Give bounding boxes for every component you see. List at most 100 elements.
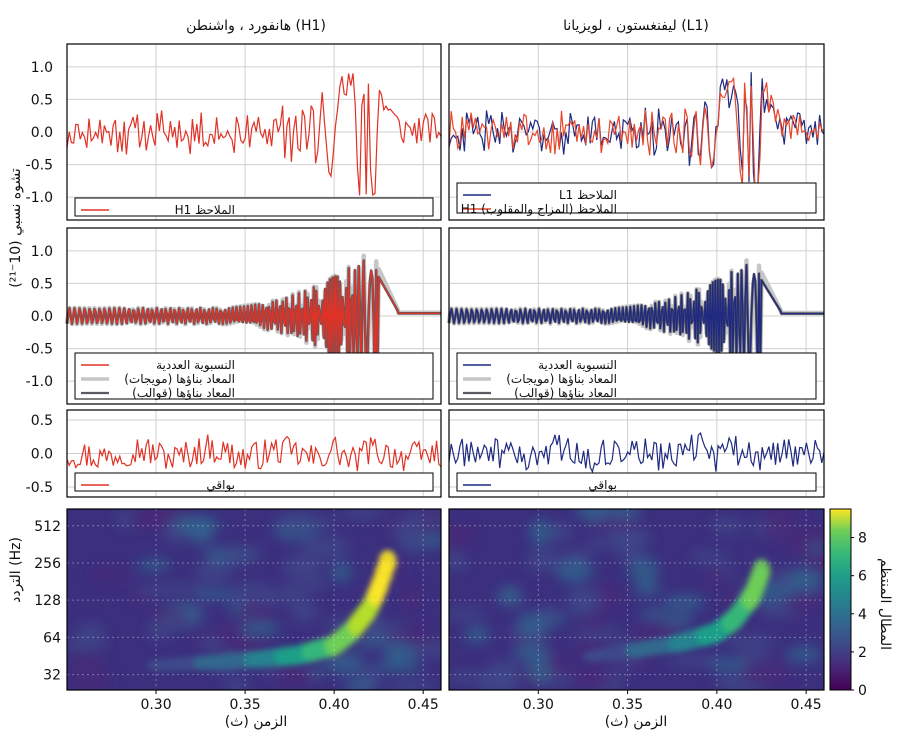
noise-blob [572, 628, 625, 639]
x-tick-label: 0.40 [319, 697, 350, 713]
y-tick-label: 0.0 [31, 447, 53, 463]
legend-label: L1 الملاحظ [559, 188, 617, 202]
x-tick-label: 0.30 [523, 697, 554, 713]
colorbar-tick-label: 6 [858, 569, 867, 585]
noise-blob [171, 515, 220, 535]
noise-blob [555, 558, 593, 584]
frequency-tick-label: 32 [43, 668, 61, 684]
noise-blob [88, 568, 134, 583]
colorbar [829, 508, 852, 691]
y-tick-label: 0.5 [31, 92, 53, 108]
panel-frame-h1-recon [66, 227, 442, 405]
noise-blob [707, 657, 748, 672]
frequency-tick-label: 128 [34, 593, 61, 609]
time-axis-label-l1: الزمن (ث) [605, 714, 668, 730]
noise-blob [576, 509, 608, 521]
noise-blob [195, 561, 232, 583]
legend-l1: بواقي [456, 472, 817, 493]
noise-blob [136, 584, 182, 597]
noise-blob [765, 509, 787, 523]
legend-box [74, 472, 434, 492]
noise-blob [785, 646, 823, 663]
track-blob [752, 559, 771, 584]
panel-frame-h1-resid [66, 409, 442, 498]
x-tick-label: 0.35 [230, 697, 261, 713]
noise-blob [529, 518, 552, 546]
noise-blob [449, 525, 475, 549]
noise-blob [67, 637, 108, 651]
noise-layer [449, 509, 824, 690]
legend-label: المعاد بناؤها (قوالب) [514, 386, 617, 401]
noise-blob [667, 654, 720, 666]
noise-blob [276, 511, 321, 534]
y-tick-label: -0.5 [26, 480, 53, 496]
strain-axis-label: تشوه نسبي (10⁻²¹) [8, 168, 24, 288]
noise-blob [279, 583, 307, 605]
noise-blob [710, 517, 744, 534]
noise-blob [67, 671, 115, 690]
colorbar-tick-label: 8 [858, 531, 867, 547]
noise-blob [688, 550, 730, 564]
noise-blob [391, 519, 418, 540]
y-tick-label: 0.0 [31, 125, 53, 141]
noise-blob [590, 519, 642, 531]
spectrogram-l1 [449, 509, 824, 690]
noise-blob [513, 643, 550, 662]
noise-blob [291, 600, 319, 623]
y-tick-label: 0.5 [31, 413, 53, 429]
x-tick-label: 0.40 [701, 697, 732, 713]
noise-blob [137, 559, 171, 572]
noise-blob [75, 623, 105, 641]
panel-frame-h1-spec [66, 508, 442, 691]
series-line-residual_l1 [448, 432, 825, 474]
colorbar-tick-label: 2 [858, 645, 867, 661]
panel-frame-l1-observed [448, 43, 825, 221]
legend-box [456, 472, 817, 492]
noise-blob [302, 535, 351, 558]
y-tick-label: 0.5 [31, 276, 53, 292]
chirp-track [147, 550, 397, 672]
noise-blob [449, 607, 489, 620]
noise-blob [582, 673, 611, 688]
noise-blob [239, 599, 273, 626]
frequency-tick-label: 256 [34, 556, 61, 572]
noise-blob [566, 588, 602, 613]
noise-blob [464, 625, 490, 644]
series-line-nr-h1 [66, 259, 441, 383]
noise-blob [526, 548, 564, 573]
y-tick-label: -0.5 [26, 158, 53, 174]
series-line-residual_h1 [66, 434, 442, 472]
noise-blob [640, 608, 668, 619]
noise-blob [449, 671, 491, 684]
grid-h1-observed [67, 44, 441, 220]
panel-frame-l1-resid [448, 409, 825, 498]
noise-blob [128, 509, 169, 529]
noise-blob [278, 668, 312, 687]
noise-blob [304, 579, 327, 593]
noise-blob [343, 678, 376, 690]
noise-blob [740, 659, 793, 687]
y-tick-label: -0.5 [26, 342, 53, 358]
frequency-axis-label: التردد (Hz) [8, 537, 24, 603]
noise-blob [151, 614, 188, 632]
noise-blob [201, 636, 222, 654]
noise-blob [585, 538, 613, 551]
noise-blob [283, 553, 323, 582]
x-tick-label: 0.35 [612, 697, 643, 713]
noise-blob [760, 516, 796, 544]
chirp-track [582, 559, 771, 663]
noise-blob [239, 621, 281, 636]
legend-label: بواقي [206, 478, 235, 493]
noise-blob [330, 561, 352, 583]
x-tick-label: 0.45 [408, 697, 439, 713]
y-tick-label: -1.0 [26, 374, 53, 390]
y-tick-label: 0.0 [31, 309, 53, 325]
noise-blob [383, 625, 418, 646]
noise-blob [479, 673, 518, 690]
column-title-h1: هانفورد ، واشنطن (H1) [186, 18, 326, 34]
colorbar-label: المطال المنتظم [877, 558, 893, 650]
